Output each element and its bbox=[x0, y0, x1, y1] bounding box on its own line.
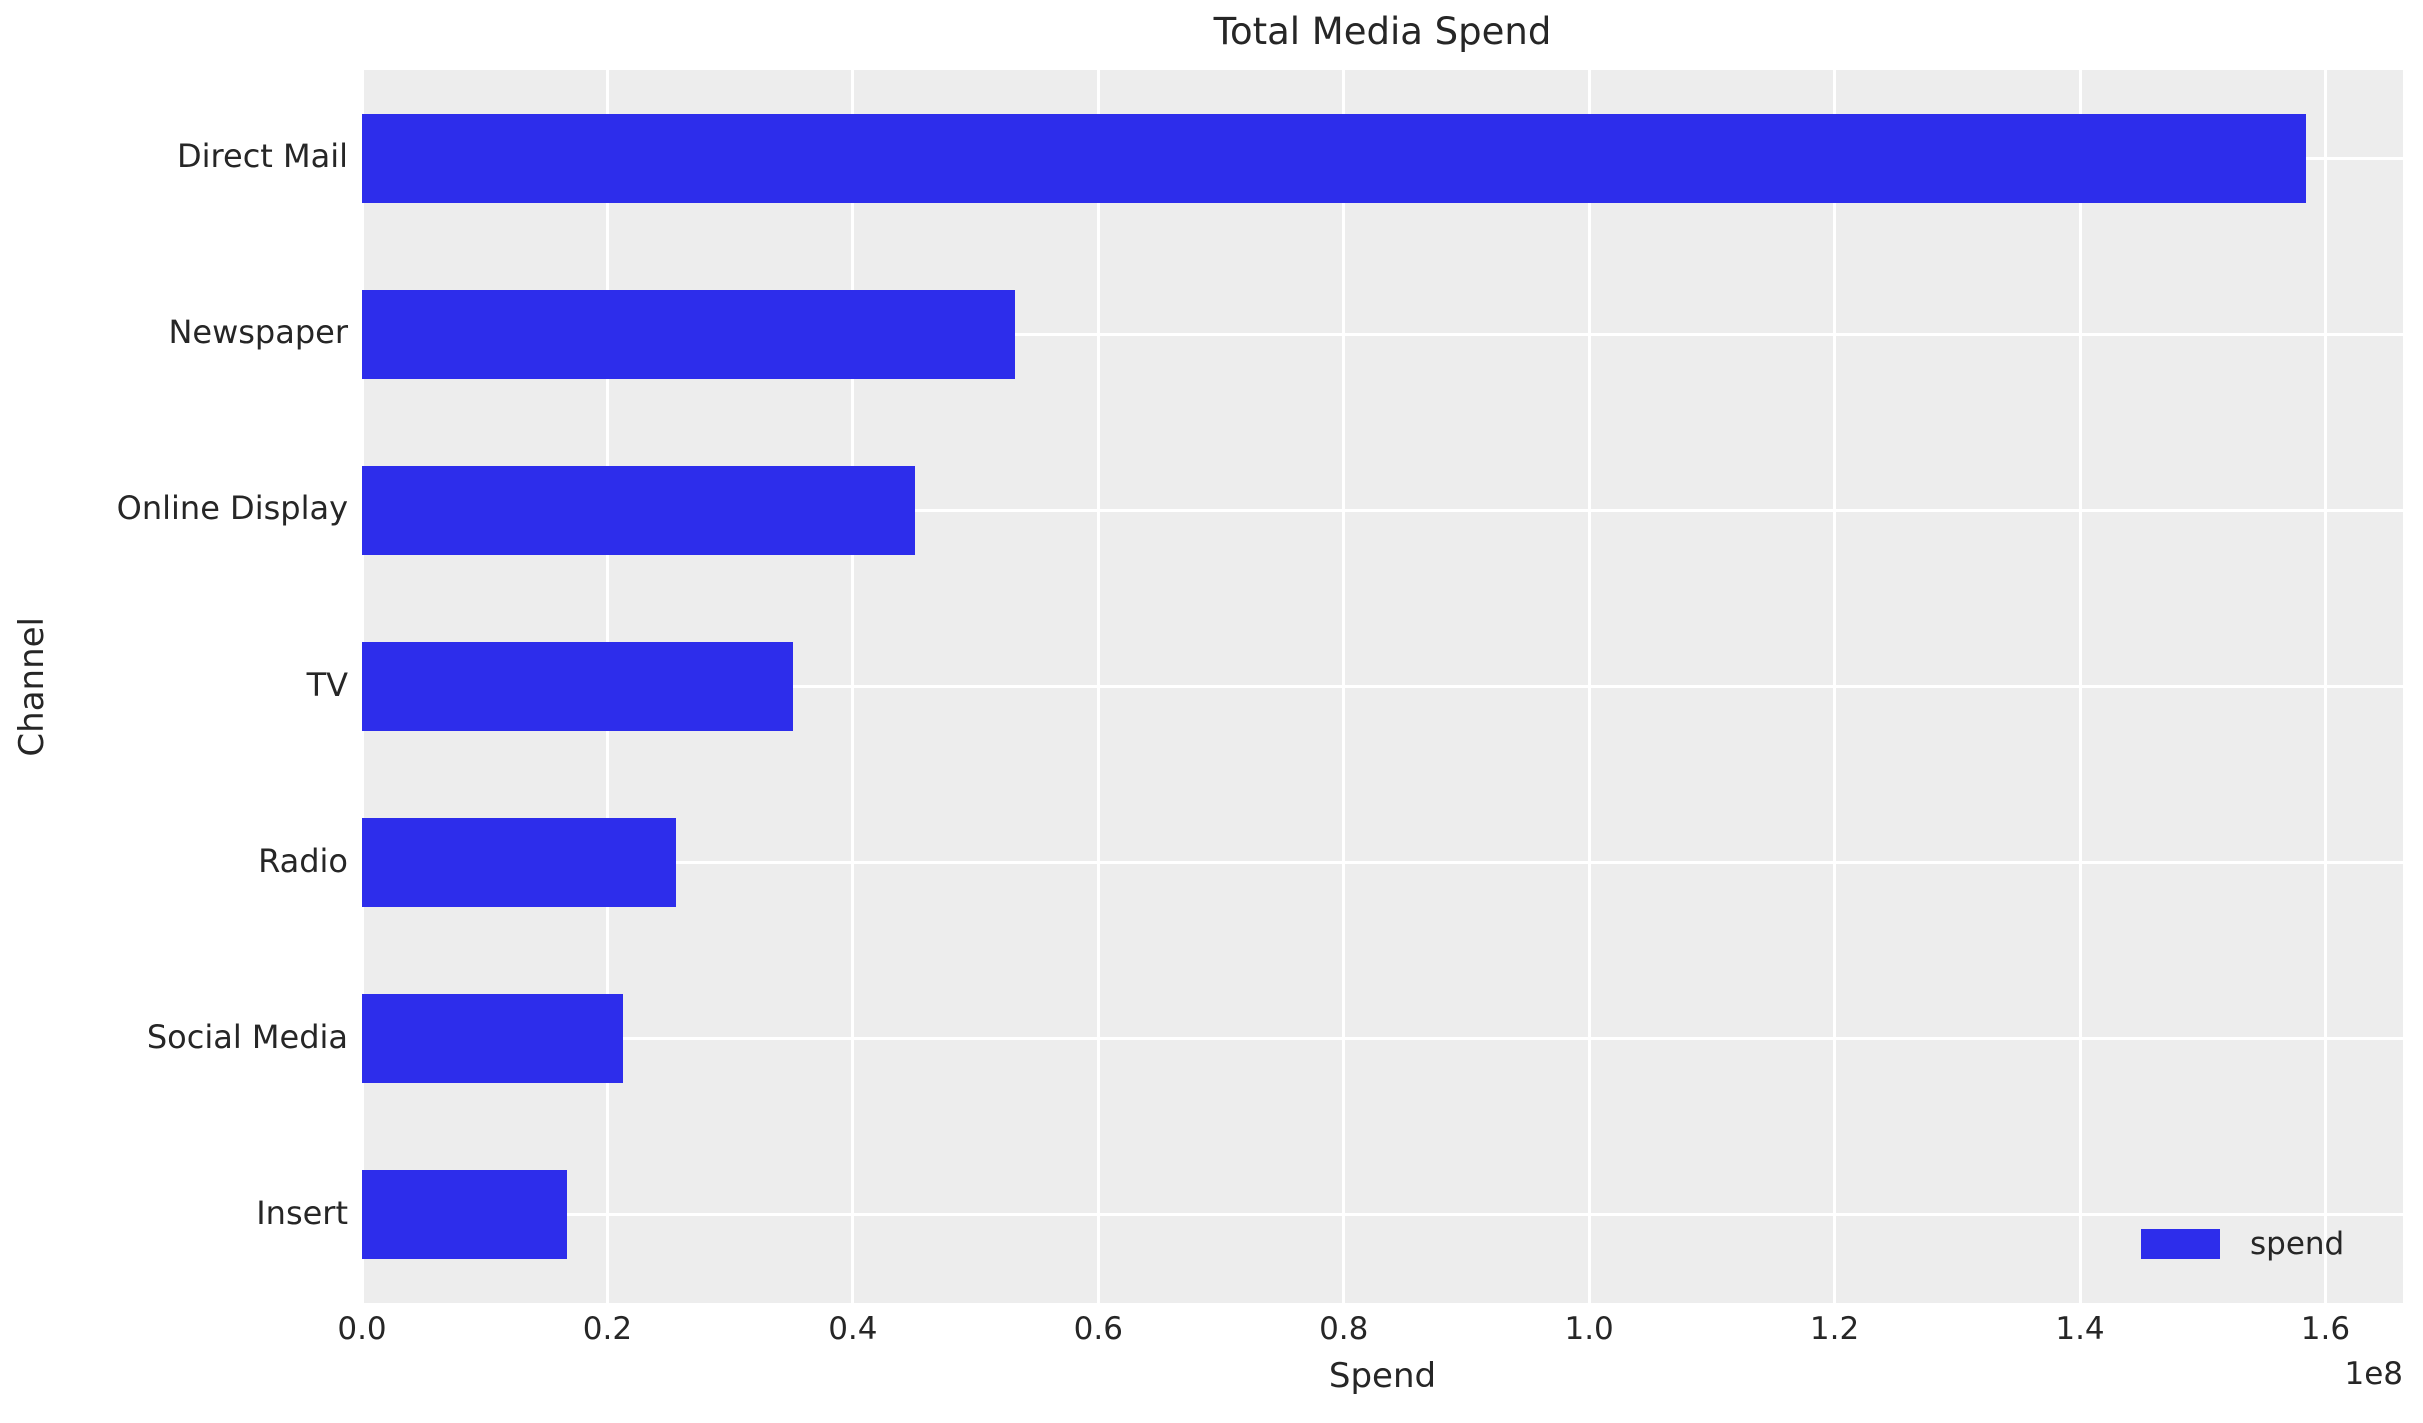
legend: spend bbox=[2141, 1226, 2344, 1262]
y-axis-label: Channel bbox=[6, 70, 58, 1303]
y-tick-label: Newspaper bbox=[168, 313, 348, 352]
y-gridline bbox=[362, 508, 2403, 512]
axis-offset-text: 1e8 bbox=[2344, 1356, 2403, 1392]
y-tick-label: Insert bbox=[256, 1193, 348, 1232]
y-tick-labels: Direct Mail Newspaper Online Display TV Radi… bbox=[0, 70, 348, 1303]
bar-social-media bbox=[362, 994, 624, 1084]
x-tick-label: 0.6 bbox=[1073, 1311, 1123, 1347]
y-tick-label: Online Display bbox=[116, 489, 348, 528]
bar-radio bbox=[362, 818, 677, 908]
x-tick-labels: 0.0 0.2 0.4 0.6 0.8 1.0 1.2 1.4 1.6 bbox=[337, 1311, 2403, 1351]
x-tick-label: 1.6 bbox=[2300, 1311, 2351, 1347]
x-tick-label: 0.0 bbox=[337, 1311, 387, 1347]
bar-tv bbox=[362, 642, 793, 731]
bar-insert bbox=[362, 1170, 567, 1260]
bar-online-display bbox=[362, 465, 916, 555]
y-gridline bbox=[362, 1213, 2403, 1217]
plot-area bbox=[362, 70, 2403, 1303]
y-tick-label: Social Media bbox=[146, 1017, 348, 1056]
y-gridline bbox=[362, 861, 2403, 865]
x-tick-label: 0.8 bbox=[1319, 1311, 1369, 1347]
bar-newspaper bbox=[362, 289, 1015, 379]
legend-swatch bbox=[2141, 1229, 2220, 1259]
y-gridline bbox=[362, 332, 2403, 336]
x-tick-label: 1.0 bbox=[1564, 1311, 1614, 1347]
x-tick-label: 0.2 bbox=[582, 1311, 633, 1347]
y-tick-label: Radio bbox=[258, 841, 348, 880]
bar-direct-mail bbox=[362, 113, 2306, 203]
y-tick-label: TV bbox=[306, 665, 348, 704]
x-tick-label: 1.4 bbox=[2055, 1311, 2105, 1347]
y-axis-label-text: Channel bbox=[12, 616, 52, 757]
y-gridline bbox=[362, 1037, 2403, 1041]
y-tick-label: Direct Mail bbox=[177, 137, 348, 176]
x-tick-label: 0.4 bbox=[828, 1311, 878, 1347]
chart-title: Total Media Spend bbox=[1213, 10, 1552, 53]
x-axis-label: Spend bbox=[1328, 1356, 1437, 1396]
x-tick-label: 1.2 bbox=[1809, 1311, 1860, 1347]
y-gridline bbox=[362, 685, 2403, 688]
legend-label: spend bbox=[2250, 1226, 2345, 1262]
